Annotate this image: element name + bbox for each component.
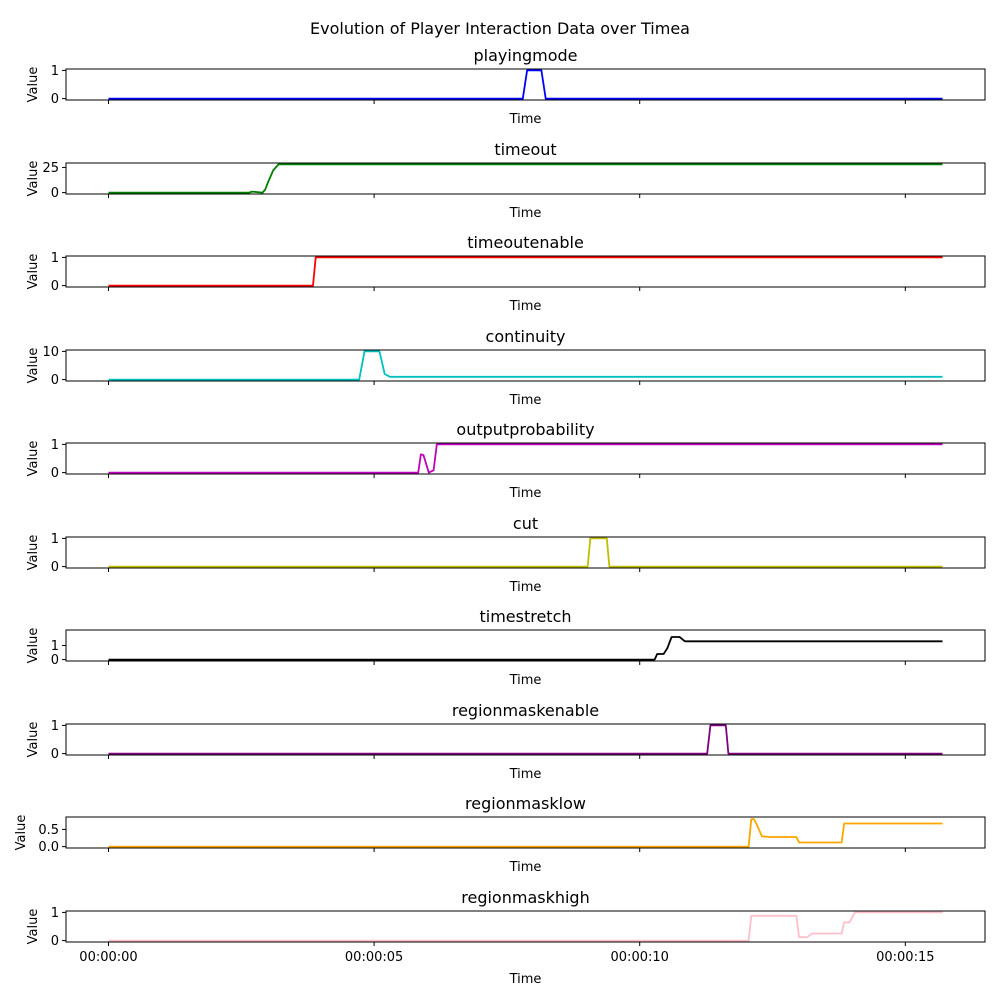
axes-frame	[65, 162, 986, 195]
y-tick-label: 25	[42, 161, 59, 176]
y-axis-label: Value	[26, 161, 41, 197]
axes-frame	[65, 536, 986, 569]
x-axis-label: Time	[509, 299, 542, 314]
y-tick-label: 1	[51, 639, 59, 654]
panel-title: timeoutenable	[467, 233, 584, 252]
axes-frame	[65, 349, 986, 382]
y-axis-label: Value	[26, 441, 41, 477]
y-axis-label: Value	[26, 722, 41, 758]
y-axis-label: Value	[26, 348, 41, 384]
x-tick-label: 00:00:05	[345, 950, 403, 965]
x-axis-label: Time	[509, 972, 542, 987]
x-tick-label: 00:00:10	[611, 950, 669, 965]
axes-frame	[65, 816, 986, 849]
axes-frame	[65, 442, 986, 475]
series-line-playingmode	[108, 69, 943, 100]
axes-frame	[65, 910, 986, 943]
y-axis-label: Value	[14, 815, 29, 851]
series-line-outputprobability	[108, 443, 943, 474]
y-tick-label: 1	[51, 64, 59, 79]
panel-title: regionmaskenable	[452, 701, 599, 720]
series-line-timeout	[108, 163, 943, 194]
axes-frame	[65, 629, 986, 662]
series-line-cut	[108, 537, 943, 568]
panel-title: cut	[513, 514, 538, 533]
x-axis-label: Time	[509, 486, 542, 501]
panel-title: timeout	[494, 140, 556, 159]
x-axis-label: Time	[509, 206, 542, 221]
panel-title: timestretch	[479, 607, 571, 626]
y-tick-label: 0.5	[38, 823, 59, 838]
axes-frame	[65, 255, 986, 288]
y-axis-label: Value	[26, 535, 41, 571]
y-axis-label: Value	[26, 67, 41, 103]
panels-group: playingmode01ValueTimetimeout025ValueTim…	[14, 46, 986, 987]
panel-playingmode: playingmode 0 1 Value Time	[26, 46, 986, 127]
axes-frame	[65, 723, 986, 756]
panel-title: continuity	[486, 327, 566, 346]
panel-cut: cut 0 1 Value Time	[26, 514, 986, 595]
y-tick-label: 1	[51, 719, 59, 734]
series-line-timeoutenable	[108, 256, 943, 287]
y-tick-label: 1	[51, 438, 59, 453]
panel-regionmaskenable: regionmaskenable 0 1 Value Time	[26, 701, 986, 782]
chart-title: Evolution of Player Interaction Data ove…	[310, 19, 690, 38]
x-axis-label: Time	[509, 393, 542, 408]
series-line-regionmaskhigh	[108, 911, 943, 942]
y-tick-label: 0	[51, 186, 59, 201]
y-tick-label: 0.0	[38, 840, 59, 855]
panel-regionmasklow: regionmasklow 0.0 0.5 Value Time	[14, 794, 986, 875]
y-tick-label: 1	[51, 251, 59, 266]
axes-frame	[65, 68, 986, 101]
panel-timeoutenable: timeoutenable 0 1 Value Time	[26, 233, 986, 314]
y-tick-label: 0	[51, 934, 59, 949]
x-axis-label: Time	[509, 673, 542, 688]
y-tick-label: 0	[51, 92, 59, 107]
series-line-regionmasklow	[108, 818, 943, 848]
series-line-timestretch	[108, 636, 943, 661]
panel-title: outputprobability	[456, 420, 594, 439]
y-tick-label: 0	[51, 747, 59, 762]
y-tick-label: 0	[51, 279, 59, 294]
panel-timestretch: timestretch 01 Value Time	[26, 607, 986, 688]
series-line-regionmaskenable	[108, 724, 943, 755]
x-axis-label: Time	[509, 767, 542, 782]
x-tick-label: 00:00:00	[79, 950, 137, 965]
panel-outputprobability: outputprobability 0 1 Value Time	[26, 420, 986, 501]
panel-regionmaskhigh: regionmaskhigh 0 1 Value 00:00:00 00:00:05 00:…	[26, 888, 986, 987]
panel-title: regionmasklow	[465, 794, 586, 813]
y-tick-label: 0	[51, 466, 59, 481]
y-tick-label: 0	[51, 373, 59, 388]
y-tick-label: 10	[42, 345, 59, 360]
x-axis-label: Time	[509, 860, 542, 875]
y-tick-label: 0	[51, 560, 59, 575]
y-axis-label: Value	[26, 628, 41, 664]
y-tick-label: 1	[51, 532, 59, 547]
x-axis-label: Time	[509, 580, 542, 595]
series-line-continuity	[108, 350, 943, 381]
y-axis-label: Value	[26, 909, 41, 945]
x-axis-label: Time	[509, 112, 542, 127]
y-tick-label: 1	[51, 906, 59, 921]
y-axis-label: Value	[26, 254, 41, 290]
y-tick-label: 0	[51, 653, 59, 668]
panel-title: playingmode	[474, 46, 578, 65]
panel-title: regionmaskhigh	[461, 888, 589, 907]
x-tick-label: 00:00:15	[876, 950, 934, 965]
